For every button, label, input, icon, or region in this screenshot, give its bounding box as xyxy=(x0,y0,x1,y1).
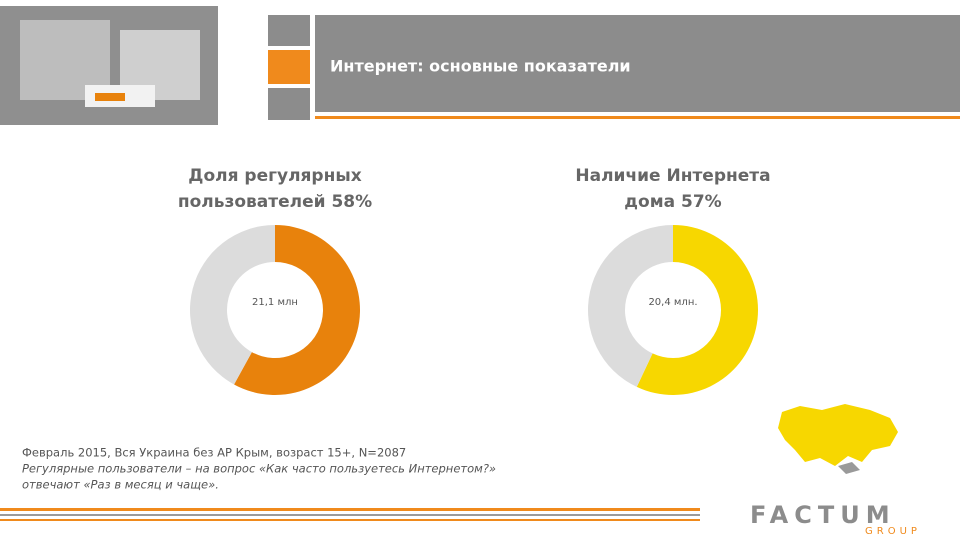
photo-paper-accent xyxy=(95,93,125,101)
deco-square xyxy=(268,88,310,120)
center-label: 21,1 млн xyxy=(252,297,298,308)
header-title: Интернет: основные показатели xyxy=(330,57,631,76)
header-banner xyxy=(315,15,960,112)
footnote-line: отвечают «Раз в месяц и чаще». xyxy=(22,478,219,492)
footnote-line: Февраль 2015, Вся Украина без АР Крым, в… xyxy=(22,446,406,460)
chart-title: Доля регулярных xyxy=(188,166,361,186)
deco-square xyxy=(268,15,310,46)
footer-stripe xyxy=(0,514,700,516)
donut-slice xyxy=(588,225,673,387)
footer-stripe xyxy=(0,519,700,521)
deco-square xyxy=(268,50,310,84)
donut-slice xyxy=(234,225,360,395)
chart-title: дома 57% xyxy=(624,192,721,212)
map-crimea xyxy=(838,462,860,474)
center-label: 20,4 млн. xyxy=(648,297,697,308)
header-underline xyxy=(315,116,960,119)
donut-slice xyxy=(636,225,758,395)
donut-slice xyxy=(190,225,275,385)
chart-title: Наличие Интернета xyxy=(575,166,770,186)
map-ukraine xyxy=(778,404,898,466)
logo-name: FACTUM xyxy=(750,501,896,529)
footnote-line: Регулярные пользователи – на вопрос «Как… xyxy=(22,462,496,476)
footer-stripe xyxy=(0,508,700,511)
logo-sub: GROUP xyxy=(865,526,921,537)
chart-title: пользователей 58% xyxy=(178,192,372,212)
